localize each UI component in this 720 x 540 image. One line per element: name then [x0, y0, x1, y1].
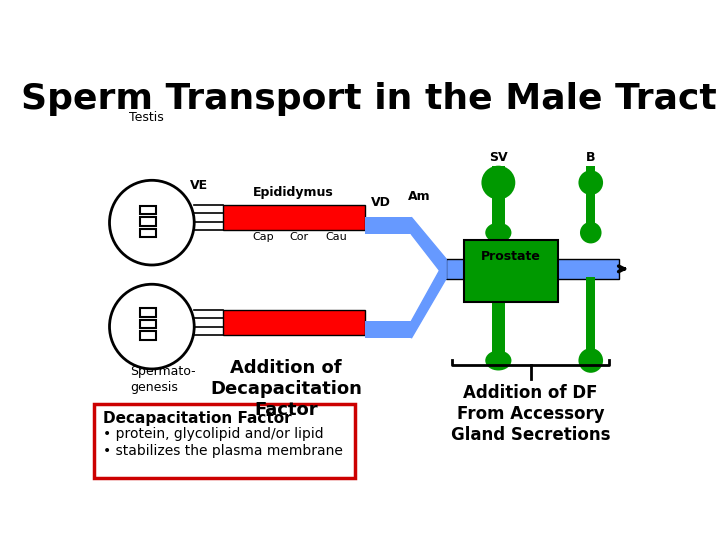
- Text: Spermato-
genesis: Spermato- genesis: [130, 365, 196, 394]
- FancyBboxPatch shape: [222, 309, 365, 335]
- FancyBboxPatch shape: [586, 166, 595, 236]
- FancyBboxPatch shape: [222, 205, 365, 231]
- FancyBboxPatch shape: [365, 321, 411, 338]
- Text: Cau: Cau: [325, 232, 348, 242]
- Text: VD: VD: [371, 195, 390, 208]
- FancyBboxPatch shape: [586, 276, 595, 357]
- FancyBboxPatch shape: [446, 259, 619, 279]
- Text: Testis: Testis: [129, 111, 163, 124]
- FancyBboxPatch shape: [94, 404, 355, 478]
- FancyBboxPatch shape: [492, 166, 505, 236]
- Ellipse shape: [485, 350, 511, 370]
- Text: Addition of DF
From Accessory
Gland Secretions: Addition of DF From Accessory Gland Secr…: [451, 384, 611, 444]
- Text: Sperm Transport in the Male Tract: Sperm Transport in the Male Tract: [21, 82, 717, 116]
- Text: Epididymus: Epididymus: [253, 186, 334, 199]
- Text: • stabilizes the plasma membrane: • stabilizes the plasma membrane: [104, 444, 343, 458]
- Circle shape: [580, 222, 601, 244]
- FancyBboxPatch shape: [492, 276, 505, 357]
- Text: Cap: Cap: [252, 232, 274, 242]
- FancyBboxPatch shape: [140, 331, 156, 340]
- FancyBboxPatch shape: [140, 308, 156, 316]
- Text: SV: SV: [489, 151, 508, 164]
- Text: Addition of
Decapacitation
Factor: Addition of Decapacitation Factor: [210, 359, 361, 418]
- Circle shape: [578, 170, 603, 195]
- Circle shape: [482, 166, 516, 200]
- Polygon shape: [411, 259, 446, 338]
- Text: Decapacitation Factor: Decapacitation Factor: [104, 410, 292, 426]
- FancyBboxPatch shape: [464, 240, 558, 302]
- FancyBboxPatch shape: [140, 217, 156, 226]
- Text: B: B: [586, 151, 595, 164]
- Ellipse shape: [485, 222, 511, 242]
- FancyBboxPatch shape: [140, 320, 156, 328]
- Polygon shape: [411, 217, 446, 279]
- Circle shape: [578, 348, 603, 373]
- Text: • protein, glycolipid and/or lipid: • protein, glycolipid and/or lipid: [104, 428, 324, 442]
- Text: Prostate: Prostate: [481, 249, 541, 262]
- Text: VE: VE: [190, 179, 209, 192]
- Text: Cor: Cor: [289, 232, 308, 242]
- FancyBboxPatch shape: [140, 206, 156, 214]
- FancyBboxPatch shape: [140, 229, 156, 237]
- FancyBboxPatch shape: [365, 217, 411, 234]
- Text: Am: Am: [408, 190, 430, 202]
